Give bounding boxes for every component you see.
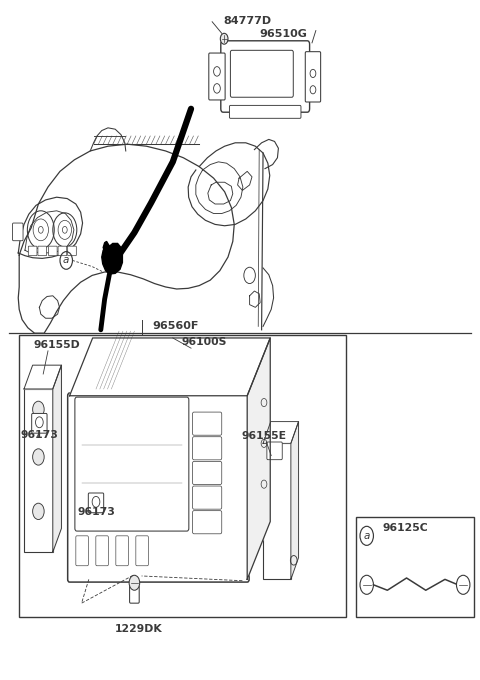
Text: 96173: 96173 — [21, 430, 58, 440]
FancyBboxPatch shape — [209, 53, 225, 100]
Bar — [24, 389, 53, 552]
Polygon shape — [24, 365, 61, 389]
FancyBboxPatch shape — [267, 442, 282, 460]
Text: 96100S: 96100S — [181, 337, 227, 347]
Text: 84777D: 84777D — [223, 16, 271, 26]
FancyBboxPatch shape — [229, 105, 301, 118]
FancyBboxPatch shape — [28, 246, 37, 256]
FancyBboxPatch shape — [12, 223, 23, 241]
FancyBboxPatch shape — [305, 52, 321, 102]
FancyBboxPatch shape — [192, 486, 222, 509]
Text: a: a — [63, 256, 70, 265]
Text: 96510G: 96510G — [259, 29, 307, 39]
FancyBboxPatch shape — [130, 585, 139, 603]
Text: a: a — [363, 531, 370, 541]
FancyBboxPatch shape — [221, 41, 310, 112]
Bar — [356, 517, 474, 617]
Circle shape — [220, 33, 228, 44]
FancyBboxPatch shape — [192, 412, 222, 435]
Text: 96155D: 96155D — [33, 339, 80, 350]
FancyBboxPatch shape — [192, 461, 222, 484]
Text: 96560F: 96560F — [152, 321, 198, 331]
Text: 1229DK: 1229DK — [114, 624, 162, 634]
Circle shape — [129, 575, 140, 590]
Circle shape — [456, 575, 470, 594]
FancyBboxPatch shape — [96, 536, 108, 566]
Polygon shape — [291, 422, 299, 579]
FancyBboxPatch shape — [75, 397, 189, 531]
FancyBboxPatch shape — [68, 393, 249, 582]
Circle shape — [33, 449, 44, 465]
Polygon shape — [53, 365, 61, 552]
Circle shape — [33, 401, 44, 418]
Polygon shape — [70, 338, 270, 396]
FancyBboxPatch shape — [68, 246, 76, 256]
FancyBboxPatch shape — [116, 536, 128, 566]
FancyBboxPatch shape — [48, 246, 57, 256]
Text: 96155E: 96155E — [241, 430, 287, 441]
Polygon shape — [263, 422, 299, 443]
Polygon shape — [247, 338, 270, 579]
FancyBboxPatch shape — [38, 246, 47, 256]
Bar — [263, 443, 291, 579]
Circle shape — [33, 503, 44, 520]
FancyBboxPatch shape — [192, 511, 222, 534]
FancyBboxPatch shape — [76, 536, 88, 566]
Text: 96173: 96173 — [77, 507, 115, 517]
FancyBboxPatch shape — [230, 50, 293, 97]
Circle shape — [360, 575, 373, 594]
FancyBboxPatch shape — [88, 493, 104, 513]
Text: 96125C: 96125C — [383, 523, 429, 532]
FancyBboxPatch shape — [58, 246, 67, 256]
FancyBboxPatch shape — [192, 437, 222, 460]
Polygon shape — [102, 243, 122, 274]
Bar — [19, 335, 346, 617]
FancyBboxPatch shape — [32, 413, 47, 433]
Polygon shape — [103, 241, 109, 252]
FancyBboxPatch shape — [136, 536, 148, 566]
